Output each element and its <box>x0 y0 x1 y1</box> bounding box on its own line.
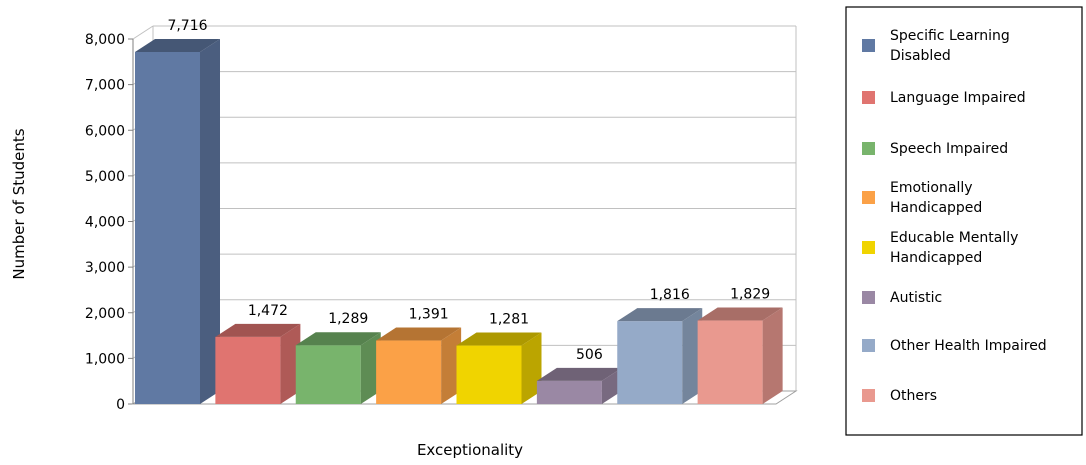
legend-swatch <box>862 91 875 104</box>
legend-label: Specific Learning <box>890 28 1010 44</box>
bar-value-label: 1,829 <box>730 287 770 303</box>
legend-item: Emotionally Handicapped <box>862 180 982 216</box>
legend-item: Speech Impaired <box>862 141 1008 157</box>
y-tick-label: 6,000 <box>85 123 125 139</box>
y-tick-labels: 8,000 7,000 6,000 5,000 4,000 3,000 2,000 1,000… <box>85 32 125 413</box>
bars <box>135 38 783 405</box>
bar <box>135 38 220 405</box>
legend-swatch <box>862 191 875 204</box>
bar-value-label: 7,716 <box>167 18 207 34</box>
bar-side <box>762 307 783 404</box>
legend-label: Speech Impaired <box>890 141 1008 157</box>
bar <box>456 332 542 404</box>
bar-front <box>215 336 281 404</box>
legend-box <box>845 6 1083 436</box>
y-tick-label: 7,000 <box>85 78 125 94</box>
y-tick-label: 8,000 <box>85 32 125 48</box>
legend-swatch <box>862 339 875 352</box>
bar <box>295 332 381 404</box>
y-tick-label: 3,000 <box>85 260 125 276</box>
bar-front <box>697 320 763 404</box>
y-tick-label: 2,000 <box>85 306 125 322</box>
legend-swatch <box>862 39 875 52</box>
legend-label: Handicapped <box>890 250 982 266</box>
bar-value-label: 1,472 <box>248 303 288 319</box>
bar <box>697 307 783 404</box>
bar-side <box>360 332 381 404</box>
gridline-stub <box>132 25 154 40</box>
legend-item: Specific Learning Disabled <box>862 28 1010 64</box>
bar-side <box>280 323 301 404</box>
legend-label: Others <box>890 388 937 404</box>
bar-value-label: 1,289 <box>328 311 368 327</box>
bar-top <box>135 38 220 52</box>
legend-item: Other Health Impaired <box>862 338 1047 354</box>
bar <box>617 308 703 404</box>
legend-swatch <box>862 142 875 155</box>
bar-top <box>617 308 703 322</box>
bar-front <box>536 380 602 404</box>
x-axis-title: Exceptionality <box>417 441 523 459</box>
bar-top <box>456 332 542 346</box>
legend: Specific Learning Disabled Language Impair… <box>862 28 1047 404</box>
bar-front <box>295 345 361 404</box>
y-axis-title: Number of Students <box>10 128 28 279</box>
bar-side <box>441 327 462 404</box>
y-tick-label: 0 <box>116 397 125 413</box>
legend-label: Other Health Impaired <box>890 338 1047 354</box>
legend-label: Language Impaired <box>890 90 1026 106</box>
bar-value-label: 1,391 <box>409 307 449 323</box>
bar-top <box>295 332 381 346</box>
bar-top <box>376 327 462 341</box>
bar-front <box>376 340 442 404</box>
legend-item: Others <box>862 388 937 404</box>
legend-item: Educable Mentally Handicapped <box>862 230 1018 266</box>
legend-label: Handicapped <box>890 200 982 216</box>
bar-front <box>617 321 683 404</box>
y-tick-label: 5,000 <box>85 169 125 185</box>
bar-front <box>135 51 200 405</box>
bar-top <box>215 323 301 337</box>
legend-item: Language Impaired <box>862 90 1026 106</box>
bar-value-label: 506 <box>576 347 603 363</box>
legend-item: Autistic <box>862 290 942 306</box>
bar-front <box>456 345 522 404</box>
bar-side <box>200 38 220 405</box>
data-labels: 7,716 1,472 1,289 1,391 1,281 506 1,816 1,829 <box>167 18 770 363</box>
bar-top <box>536 367 622 381</box>
y-tick-label: 4,000 <box>85 215 125 231</box>
legend-swatch <box>862 291 875 304</box>
legend-label: Autistic <box>890 290 942 306</box>
y-tick-label: 1,000 <box>85 351 125 367</box>
bar <box>215 323 301 404</box>
legend-label: Disabled <box>890 48 951 64</box>
bar-side <box>521 332 542 404</box>
legend-swatch <box>862 389 875 402</box>
legend-label: Educable Mentally <box>890 230 1018 246</box>
legend-swatch <box>862 241 875 254</box>
bar-value-label: 1,281 <box>489 312 529 328</box>
bar-top <box>697 307 783 321</box>
bar-side <box>682 308 703 404</box>
bar <box>376 327 462 404</box>
bar-side <box>601 367 622 404</box>
legend-label: Emotionally <box>890 180 973 196</box>
bar-value-label: 1,816 <box>650 287 690 303</box>
bar <box>536 367 622 404</box>
